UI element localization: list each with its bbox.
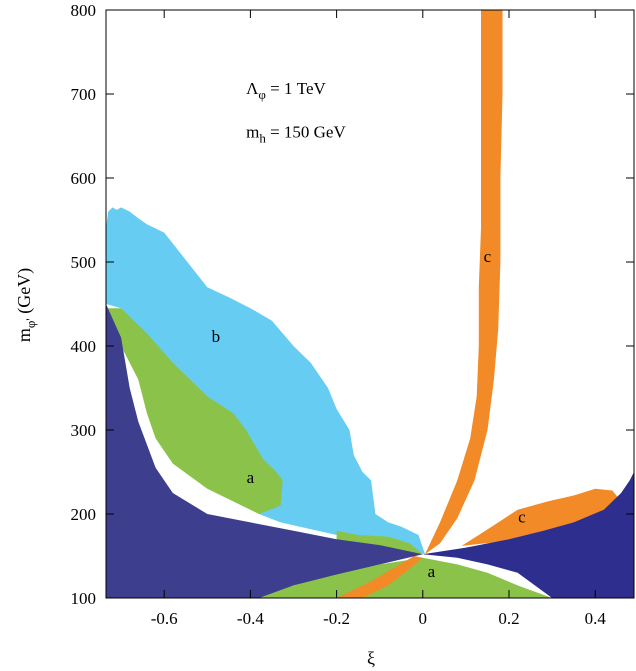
x-tick-label: -0.4 [237, 609, 264, 628]
x-tick-label: -0.2 [323, 609, 350, 628]
annotations-layer: Λφ = 1 TeV mh = 150 GeV [246, 79, 346, 146]
region-labels-layer: a a c c b [212, 247, 527, 581]
annotation-0: Λφ = 1 TeV [246, 79, 326, 102]
x-tick-label: 0 [419, 609, 428, 628]
a-region-lower [250, 557, 553, 598]
a-region-upper [106, 305, 283, 514]
dark-region-right [422, 472, 634, 598]
y-tick-label: 200 [71, 505, 97, 524]
y-axis-title: mφ' (GeV) [14, 268, 38, 342]
x-tick-label: 0.2 [498, 609, 519, 628]
annotation-1: mh = 150 GeV [246, 123, 346, 146]
c-region-vertical [425, 10, 503, 555]
b-region [106, 207, 425, 555]
y-axis-title-suffix: (GeV) [14, 268, 35, 318]
c-region-right [461, 488, 622, 546]
y-axis-title-main: m [14, 328, 34, 342]
x-tick-label: 0.4 [585, 609, 607, 628]
y-tick-label: 100 [71, 589, 97, 608]
y-tick-label: 600 [71, 169, 97, 188]
regions-layer [106, 10, 634, 598]
y-axis-title-sub: φ' [23, 318, 38, 328]
y-tick-label: 500 [71, 253, 97, 272]
a-region-lower-label: a [428, 562, 436, 581]
region-label-b: b [212, 327, 221, 346]
y-tick-label: 400 [71, 337, 97, 356]
a-region-upper-label: a [247, 468, 255, 487]
c-region-vertical-label: c [484, 247, 492, 266]
plot-frame [105, 9, 635, 599]
c-region-right-label: c [518, 507, 526, 526]
ticks-layer: -0.6 -0.4 -0.2 0 0.2 0.4 100 200 300 400 500 600 700… [71, 1, 634, 628]
a-region-center [336, 530, 423, 555]
y-tick-label: 800 [71, 1, 97, 20]
y-tick-label: 700 [71, 85, 97, 104]
c-region-lower [336, 556, 423, 598]
dark-region-left [106, 304, 423, 598]
x-tick-label: -0.6 [151, 609, 178, 628]
x-axis-title: ξ [367, 648, 375, 668]
y-tick-label: 300 [71, 421, 97, 440]
